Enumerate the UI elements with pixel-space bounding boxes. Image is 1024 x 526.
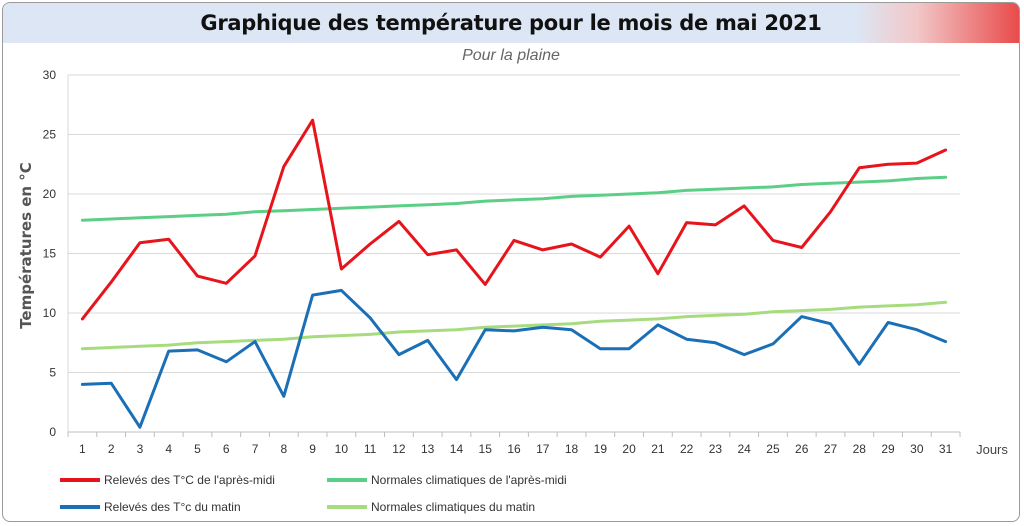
x-tick-label: 23 bbox=[709, 442, 723, 456]
chart-subtitle: Pour la plaine bbox=[462, 47, 560, 64]
x-tick-label: 9 bbox=[309, 442, 316, 456]
chart-title: Graphique des température pour le mois d… bbox=[200, 11, 822, 35]
x-tick-label: 7 bbox=[252, 442, 259, 456]
series-line-1 bbox=[80, 288, 948, 429]
legend-label-afternoon: Relevés des T°C de l'après-midi bbox=[104, 473, 275, 487]
x-tick-label: 8 bbox=[280, 442, 287, 456]
x-tick-label: 28 bbox=[853, 442, 867, 456]
legend-label-morning-normals: Normales climatiques du matin bbox=[371, 500, 536, 514]
legend-label-afternoon-normals: Normales climatiques de l'après-midi bbox=[371, 473, 567, 487]
y-tick-label: 20 bbox=[43, 187, 57, 201]
x-tick-label: 15 bbox=[479, 442, 493, 456]
x-tick-label: 2 bbox=[108, 442, 115, 456]
x-tick-label: 13 bbox=[421, 442, 435, 456]
x-tick-label: 5 bbox=[194, 442, 201, 456]
y-tick-label: 30 bbox=[43, 68, 57, 82]
x-tick-label: 1 bbox=[79, 442, 86, 456]
x-tick-label: 31 bbox=[939, 442, 953, 456]
x-tick-label: 11 bbox=[364, 442, 377, 456]
x-tick-label: 10 bbox=[335, 442, 349, 456]
x-tick-label: 29 bbox=[881, 442, 895, 456]
y-tick-label: 10 bbox=[43, 306, 57, 320]
x-tick-label: 24 bbox=[738, 442, 752, 456]
x-tick-label: 3 bbox=[137, 442, 144, 456]
x-tick-label: 26 bbox=[795, 442, 809, 456]
y-tick-label: 5 bbox=[49, 366, 56, 380]
series-line-0 bbox=[80, 118, 948, 321]
x-tick-label: 20 bbox=[622, 442, 636, 456]
x-tick-label: 6 bbox=[223, 442, 230, 456]
title-bar: Graphique des température pour le mois d… bbox=[3, 3, 1019, 43]
x-tick-label: 16 bbox=[507, 442, 521, 456]
x-tick-label: 25 bbox=[766, 442, 780, 456]
legend-swatch-afternoon bbox=[60, 478, 100, 482]
legend-swatch-afternoon-normals bbox=[327, 478, 367, 482]
legend-item-afternoon-normals: Normales climatiques de l'après-midi bbox=[327, 473, 567, 487]
x-tick-label: 22 bbox=[680, 442, 694, 456]
x-tick-label: 30 bbox=[910, 442, 924, 456]
x-tick-label: 21 bbox=[651, 442, 665, 456]
legend-item-morning-normals: Normales climatiques du matin bbox=[327, 500, 535, 514]
y-tick-label: 15 bbox=[43, 247, 57, 261]
legend-label-morning: Relevés des T°c du matin bbox=[104, 500, 241, 514]
x-tick-label: 17 bbox=[536, 442, 550, 456]
y-axis-label: Températures en °C bbox=[17, 162, 35, 329]
y-tick-label: 25 bbox=[43, 128, 57, 142]
x-tick-label: 4 bbox=[165, 442, 172, 456]
x-axis-label: Jours bbox=[976, 442, 1008, 457]
legend-swatch-morning bbox=[60, 505, 100, 509]
x-tick-label: 14 bbox=[450, 442, 464, 456]
legend-item-morning: Relevés des T°c du matin bbox=[60, 500, 241, 514]
series-line-2 bbox=[80, 175, 948, 222]
x-tick-label: 19 bbox=[594, 442, 608, 456]
series-line-3 bbox=[80, 300, 948, 351]
x-tick-label: 12 bbox=[392, 442, 406, 456]
x-tick-label: 18 bbox=[565, 442, 579, 456]
x-tick-label: 27 bbox=[824, 442, 838, 456]
legend-item-afternoon: Relevés des T°C de l'après-midi bbox=[60, 473, 275, 487]
legend-swatch-morning-normals bbox=[327, 505, 367, 509]
y-tick-label: 0 bbox=[49, 425, 56, 439]
